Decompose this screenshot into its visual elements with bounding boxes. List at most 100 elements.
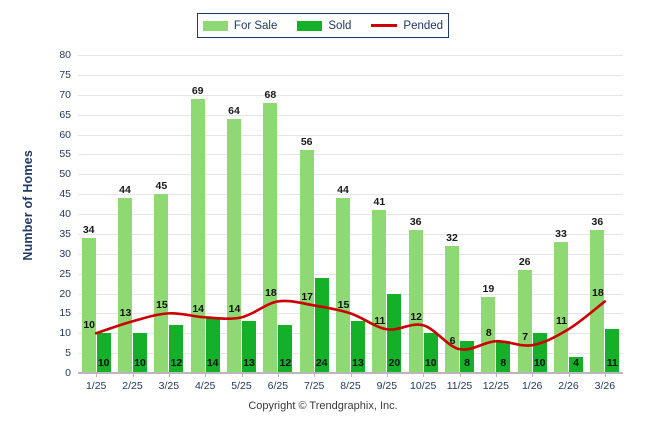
bar-sold[interactable]: 14 <box>205 317 220 373</box>
pended-data-label: 11 <box>555 315 568 328</box>
legend-item-for-sale[interactable]: For Sale <box>202 19 278 32</box>
y-axis-tick-label: 65 <box>59 108 71 121</box>
gridline: 5 <box>65 347 623 359</box>
bar-label-for-sale: 69 <box>191 84 204 97</box>
legend-item-label: Sold <box>328 19 352 32</box>
bar-label-for-sale: 44 <box>337 184 349 197</box>
bar-group: 26 10 <box>517 55 547 373</box>
gridline: 70 <box>59 89 623 101</box>
x-axis-tickmark <box>386 373 388 377</box>
y-axis-tick-label: 0 <box>65 367 71 379</box>
bar-label-sold: 13 <box>243 357 255 369</box>
x-axis-tickmark <box>532 373 534 377</box>
bar-label-for-sale: 56 <box>300 136 313 149</box>
bar-for-sale[interactable]: 45 <box>154 180 169 373</box>
bar-label-for-sale: 36 <box>591 215 604 228</box>
bar-group: 45 12 <box>154 55 184 373</box>
gridline: 50 <box>59 168 623 180</box>
pended-data-label: 13 <box>119 307 132 320</box>
legend-swatch-icon <box>202 20 228 31</box>
copyright-footer: Copyright © Trendgraphix, Inc. <box>248 400 398 412</box>
pended-data-label: 10 <box>83 319 95 332</box>
legend-item-pended[interactable]: Pended <box>371 20 443 32</box>
x-axis-tick-label: 8/25 <box>340 380 361 392</box>
bar-for-sale[interactable]: 41 <box>372 196 387 373</box>
bar-for-sale[interactable]: 44 <box>118 184 132 373</box>
pended-data-label: 6 <box>449 335 456 348</box>
bar-sold[interactable]: 11 <box>605 329 620 373</box>
y-axis-tick-label: 55 <box>59 148 71 161</box>
legend-item-label: Pended <box>403 19 444 32</box>
pended-data-label: 14 <box>228 303 241 316</box>
y-axis-tick-label: 35 <box>59 227 71 240</box>
bar-group: 19 8 <box>481 55 511 373</box>
bar-sold[interactable]: 10 <box>532 333 547 373</box>
pended-data-label: 17 <box>301 291 313 304</box>
bar-sold[interactable]: 10 <box>133 333 147 373</box>
bar-sold[interactable]: 13 <box>242 321 256 373</box>
bar-for-sale[interactable]: 69 <box>190 85 205 373</box>
legend-line-marker-icon <box>371 24 398 27</box>
bar-label-sold: 10 <box>533 357 546 369</box>
bar-sold[interactable]: 8 <box>496 341 511 373</box>
bar-group: 44 13 <box>336 55 365 373</box>
bar-group: 68 12 <box>263 55 293 373</box>
y-axis-tick-label: 10 <box>59 327 71 340</box>
x-axis-tickmark <box>132 373 134 377</box>
bar-for-sale[interactable]: 26 <box>517 256 532 373</box>
bar-sold[interactable]: 10 <box>423 333 438 373</box>
gridline: 45 <box>59 188 623 200</box>
bar-for-sale[interactable]: 44 <box>336 184 350 373</box>
bar-label-for-sale: 33 <box>555 227 567 240</box>
bar-for-sale[interactable]: 64 <box>227 105 241 373</box>
legend-item-sold[interactable]: Sold <box>297 20 351 32</box>
x-axis-tick-label: 4/25 <box>194 380 216 392</box>
bar-for-sale[interactable]: 36 <box>408 216 423 373</box>
bar-sold[interactable]: 12 <box>278 325 293 373</box>
bar-sold[interactable]: 20 <box>387 293 402 373</box>
bar-label-for-sale: 44 <box>119 184 131 197</box>
y-axis-tick-label: 70 <box>59 88 71 101</box>
x-axis-tickmark <box>314 373 316 377</box>
pended-data-label: 12 <box>410 311 422 324</box>
bar-label-sold: 11 <box>606 357 618 369</box>
legend-item-label: For Sale <box>233 19 278 32</box>
y-axis-tick-label: 80 <box>59 49 71 61</box>
bar-for-sale[interactable]: 34 <box>81 224 96 373</box>
bar-group: 32 8 <box>445 55 474 373</box>
x-axis-tickmark <box>168 373 170 377</box>
x-axis-tick-label: 1/26 <box>521 380 543 392</box>
x-axis-tick-label: 7/25 <box>303 380 325 392</box>
bar-for-sale[interactable]: 36 <box>590 216 605 373</box>
x-axis-line <box>78 372 623 373</box>
bar-group: 64 13 <box>227 55 256 373</box>
bar-label-sold: 10 <box>134 357 146 369</box>
chart-legend: For Sale Sold Pended <box>197 13 449 38</box>
bar-label-sold: 13 <box>352 357 364 369</box>
bar-sold[interactable]: 8 <box>460 341 474 373</box>
bar-label-for-sale: 19 <box>482 283 495 296</box>
x-axis-tick-label: 2/26 <box>558 380 579 392</box>
bar-sold[interactable]: 24 <box>314 277 329 373</box>
pended-data-label: 15 <box>155 299 168 312</box>
bar-for-sale[interactable]: 68 <box>263 89 278 373</box>
bar-group: 36 10 <box>408 55 438 373</box>
x-axis-tickmark <box>604 373 606 377</box>
x-axis-tick-label: 6/25 <box>267 380 289 392</box>
bar-sold[interactable]: 12 <box>169 325 184 373</box>
bar-label-for-sale: 36 <box>409 215 422 228</box>
bar-group: 44 10 <box>118 55 147 373</box>
gridline: 55 <box>59 148 623 160</box>
bar-for-sale[interactable]: 33 <box>554 228 568 373</box>
bar-sold[interactable]: 10 <box>96 333 111 373</box>
bar-label-sold: 8 <box>500 357 507 369</box>
bar-for-sale[interactable]: 32 <box>445 232 459 373</box>
x-axis-tick-label: 1/25 <box>85 380 107 392</box>
gridline: 75 <box>59 69 623 81</box>
bar-for-sale[interactable]: 56 <box>299 136 314 373</box>
pended-data-label: 18 <box>591 287 604 300</box>
bar-sold[interactable]: 13 <box>351 321 365 373</box>
gridline: 65 <box>59 109 623 121</box>
y-axis-tick-label: 60 <box>59 128 71 141</box>
bar-sold[interactable]: 4 <box>569 357 583 373</box>
